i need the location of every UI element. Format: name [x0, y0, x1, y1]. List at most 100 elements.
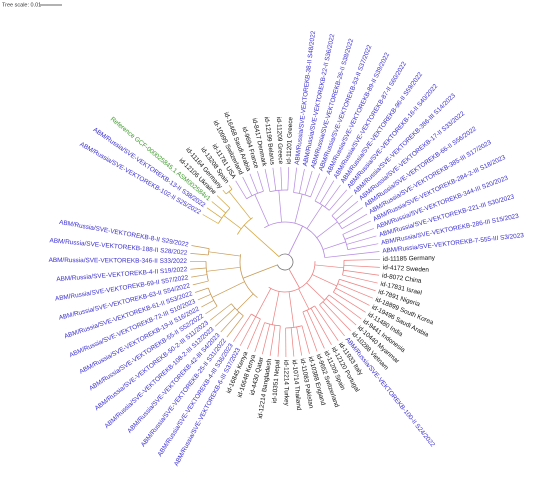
clade-stem [242, 264, 278, 279]
leaf-label: id-4172 Sweden [383, 264, 430, 274]
leaf-branch [280, 167, 283, 191]
subclade-stem [254, 194, 269, 226]
subclade-stem [236, 293, 254, 311]
subclade-stem [208, 251, 241, 257]
subclade-stem [206, 266, 241, 272]
leaf-branch [347, 243, 379, 250]
leaf-label: id-11185 Germany [383, 255, 436, 263]
subclade-stem [298, 288, 310, 310]
leaf-branch [191, 245, 210, 249]
leaf-branch [343, 269, 380, 276]
subclade-stem [271, 291, 280, 325]
subclade-arc [207, 248, 210, 256]
leaf-branch [299, 168, 305, 194]
leaf-branch [254, 322, 265, 353]
root-arc [277, 253, 294, 271]
leaf-label: ABM/Russia/SVE-VEKTOREKB-346-II S33/2022 [49, 257, 188, 265]
leaf-branch [242, 176, 253, 196]
clade-arc [268, 261, 316, 293]
tree-scale-label: Tree scale: 0.01 [2, 2, 41, 8]
subclade-stem [228, 191, 252, 220]
subclade-stem [314, 264, 344, 269]
leaf-branch [314, 305, 339, 341]
leaf-branch [269, 325, 276, 356]
subclade-arc [302, 305, 315, 313]
leaf-branch [304, 170, 313, 196]
leaf-branch [190, 253, 209, 256]
leaf-branch [339, 278, 376, 292]
leaf-branch [310, 308, 332, 346]
leaf-branch [333, 291, 366, 313]
leaf-labels: ABM/Russia/SVE-VEKTOREKB-102-II S25/2022… [49, 30, 525, 467]
leaf-branch [277, 325, 281, 357]
subclade-arc [264, 322, 281, 327]
leaf-branch [310, 173, 321, 197]
leaf-branch [192, 280, 209, 286]
leaf-branch [344, 228, 374, 240]
leaf-branch [287, 167, 290, 191]
leaf-branch [341, 213, 368, 230]
leaf-branch [209, 303, 232, 321]
leaf-branch [342, 274, 378, 284]
leaf-branch [190, 267, 207, 270]
leaf-label: id-11201 Greece [286, 116, 295, 164]
leaf-branch [246, 318, 261, 350]
subclade-arc [225, 188, 233, 195]
leaf-branch [264, 169, 271, 192]
leaf-branch [214, 307, 236, 327]
leaf-branch [205, 305, 218, 315]
leaf-branch [346, 235, 377, 245]
leaf-branch [306, 310, 325, 349]
leaf-branch [249, 173, 258, 194]
leaf-label: id-10351 Nepal [271, 359, 281, 403]
leaf-label: id-12214 Turkey [282, 360, 289, 407]
subclade-stem [278, 190, 282, 223]
leaf-branch [290, 327, 295, 357]
clade-arc [264, 221, 326, 258]
leaf-branch [314, 176, 328, 202]
subclade-arc [342, 260, 345, 276]
leaf-branch [324, 184, 341, 208]
leaf-branch [222, 189, 227, 195]
leaf-branch [319, 304, 345, 337]
leaf-branch [337, 283, 373, 299]
subclade-stem [316, 221, 338, 238]
leaf-branch [331, 194, 353, 216]
subclade-stem [322, 241, 346, 250]
subclade-stem [294, 194, 303, 224]
clade-stem [288, 225, 304, 255]
leaf-branch [206, 207, 222, 219]
leaf-branch [342, 220, 371, 235]
leaf-branch [226, 315, 244, 338]
leaf-branch [235, 180, 247, 199]
leaf-branch [272, 167, 277, 191]
leaf-branch [293, 167, 297, 193]
leaf-branch [191, 274, 208, 278]
leaf-branch [335, 200, 359, 220]
leaf-label: id-10714 Thailand [290, 359, 302, 411]
clade-stem [243, 224, 280, 257]
leaf-branch [296, 326, 303, 356]
subclade-stem [306, 282, 325, 301]
leaf-branch [233, 313, 252, 342]
leaf-branch [319, 180, 335, 204]
leaf-branch [257, 171, 264, 192]
leaf-branch [239, 316, 257, 346]
leaf-label: id-11209 Greece [275, 117, 284, 165]
leaf-branch [346, 251, 380, 256]
subclade-arc [269, 189, 288, 192]
leaf-branch [325, 298, 357, 326]
leaf-branch [201, 300, 214, 308]
leaf-branch [343, 264, 380, 268]
leaf-branch [197, 294, 211, 301]
subclade-stem [223, 215, 242, 230]
leaf-branch [302, 311, 318, 352]
clade-arc [237, 217, 253, 235]
leaf-branch [216, 195, 231, 209]
leaf-branch [261, 324, 271, 355]
subclade-stem [306, 205, 323, 229]
leaf-branch [194, 287, 209, 293]
subclade-arc [207, 287, 218, 307]
subclade-stem [255, 288, 272, 317]
